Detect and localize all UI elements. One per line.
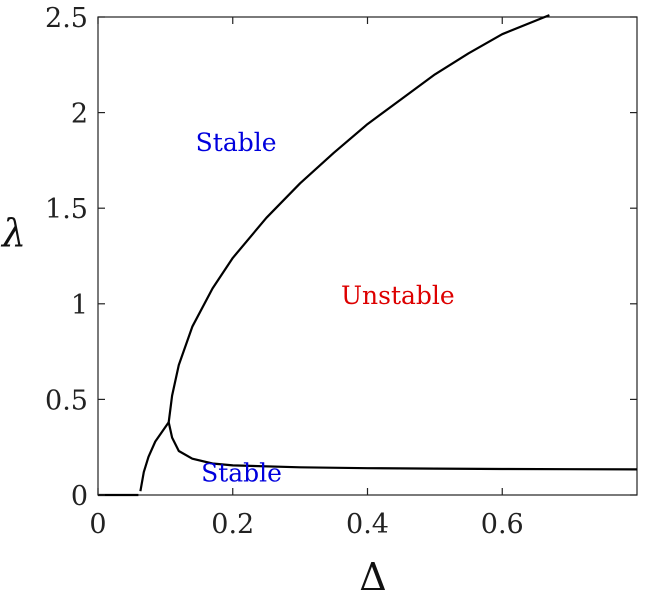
x-axis-ticks: 0 0.2 0.4 0.6 xyxy=(89,17,524,540)
region-label: Stable xyxy=(196,128,277,157)
curves xyxy=(98,14,638,497)
region-label: Unstable xyxy=(341,281,455,310)
x-tick-label: 0.4 xyxy=(346,509,389,540)
y-tick-label: 2 xyxy=(71,99,88,130)
x-tick-label: 0.2 xyxy=(211,509,254,540)
series-line-3 xyxy=(167,422,638,471)
region-label: Stable xyxy=(201,459,282,488)
x-tick-label: 0 xyxy=(89,509,106,540)
y-tick-label: 0.5 xyxy=(45,385,88,416)
plot-frame xyxy=(97,16,638,496)
region-annotations: Stable Unstable Stable xyxy=(196,128,455,488)
x-tick-label: 0.6 xyxy=(481,509,524,540)
y-tick-label: 1 xyxy=(71,290,88,321)
y-tick-label: 1.5 xyxy=(45,194,88,225)
series-line-4 xyxy=(167,14,550,423)
y-axis-ticks: 0 0.5 1 1.5 2 2.5 xyxy=(45,3,637,512)
x-axis-label: Δ xyxy=(359,555,386,593)
plot-area xyxy=(97,16,638,496)
y-tick-label: 0 xyxy=(71,481,88,512)
y-tick-label: 2.5 xyxy=(45,3,88,34)
y-axis-label: λ xyxy=(0,211,26,255)
series-line-2 xyxy=(139,421,170,492)
